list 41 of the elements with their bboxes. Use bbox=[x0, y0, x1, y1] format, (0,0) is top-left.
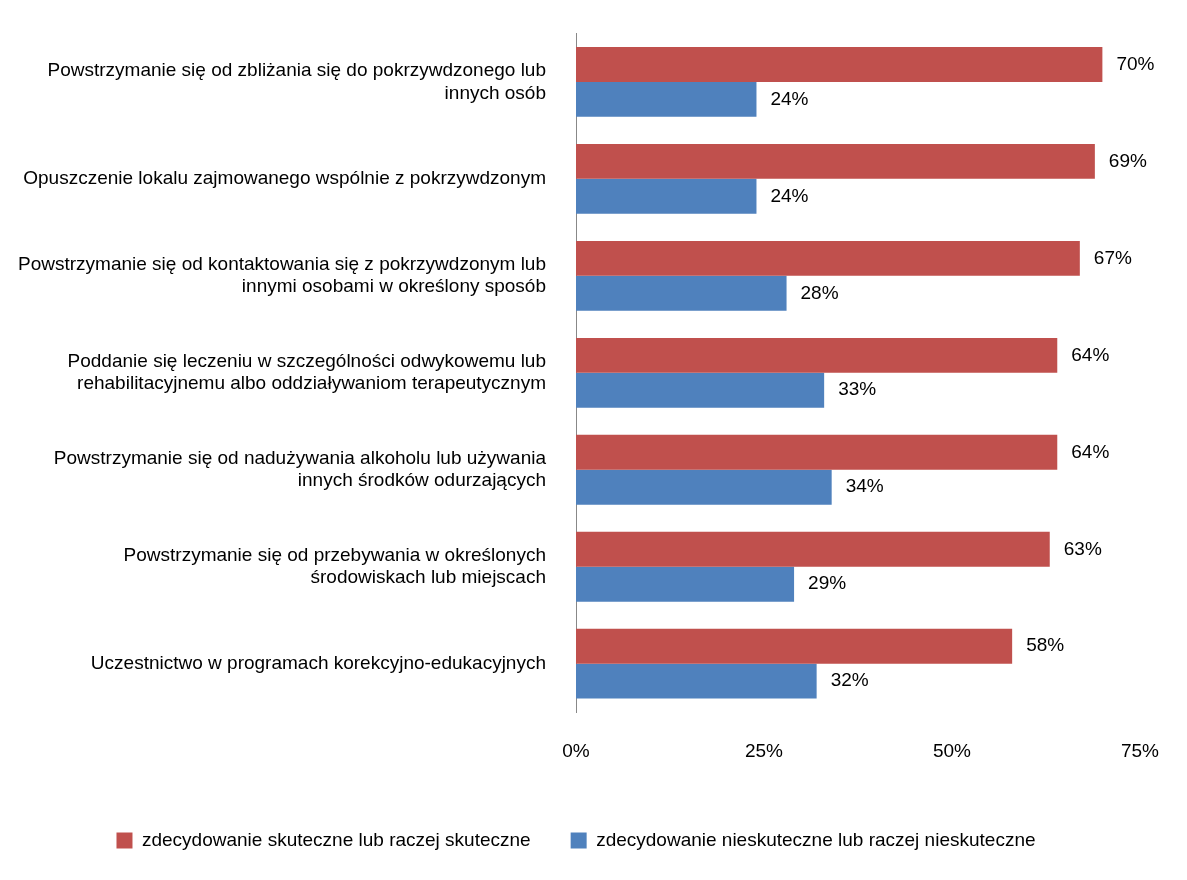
bar bbox=[576, 46, 1103, 82]
x-tick-label: 75% bbox=[1120, 739, 1160, 761]
y-tick-label: Powstrzymanie się od nadużywania alkoholu lub używania innych środków odurzających bbox=[53, 446, 547, 491]
data-label: 64% bbox=[1071, 440, 1110, 462]
x-tick-label: 0% bbox=[562, 739, 590, 761]
data-label: 34% bbox=[845, 475, 884, 497]
bar bbox=[576, 337, 1058, 373]
data-label: 69% bbox=[1108, 149, 1147, 171]
bar bbox=[576, 275, 787, 311]
bar bbox=[576, 469, 832, 505]
data-label: 24% bbox=[770, 87, 809, 109]
bar bbox=[576, 434, 1058, 470]
bar bbox=[576, 240, 1080, 276]
bar bbox=[576, 143, 1095, 179]
bar bbox=[576, 628, 1013, 664]
y-tick-label: Powstrzymanie się od kontaktowania się z pokrzywdzonym lub innymi osobami w określony sposób bbox=[17, 252, 546, 297]
legend-label: zdecydowanie skuteczne lub raczej skuteczne bbox=[141, 828, 531, 850]
bar bbox=[576, 372, 825, 408]
y-tick-label: Opuszczenie lokalu zajmowanego wspólnie z pokrzywdzonym bbox=[23, 167, 546, 189]
data-label: 64% bbox=[1071, 343, 1110, 365]
data-label: 67% bbox=[1093, 246, 1132, 268]
data-label: 24% bbox=[770, 184, 809, 206]
data-label: 33% bbox=[838, 378, 877, 400]
y-tick-label: Powstrzymanie się od przebywania w określonych środowiskach lub miejscach bbox=[123, 543, 546, 588]
data-label: 58% bbox=[1026, 634, 1065, 656]
y-tick-label: Powstrzymanie się od zbliżania się do pokrzywdzonego lub innych osób bbox=[47, 58, 546, 103]
legend-label: zdecydowanie nieskuteczne lub raczej nieskuteczne bbox=[596, 828, 1036, 850]
bar bbox=[576, 178, 757, 214]
y-tick-label: Poddanie się leczeniu w szczególności odwykowemu lub rehabilitacyjnemu albo oddziaływaniom terapeutycznym bbox=[67, 349, 546, 394]
x-tick-label: 50% bbox=[932, 739, 972, 761]
data-label: 63% bbox=[1063, 537, 1102, 559]
bar bbox=[576, 663, 817, 699]
data-label: 70% bbox=[1116, 52, 1155, 74]
bar bbox=[576, 566, 795, 602]
data-label: 28% bbox=[800, 281, 839, 303]
data-label: 29% bbox=[808, 572, 847, 594]
bar bbox=[576, 81, 757, 117]
x-tick-label: 25% bbox=[744, 739, 784, 761]
bar bbox=[576, 531, 1050, 567]
data-label: 32% bbox=[830, 669, 869, 691]
y-tick-label: Uczestnictwo w programach korekcyjno-edukacyjnych bbox=[90, 651, 546, 673]
